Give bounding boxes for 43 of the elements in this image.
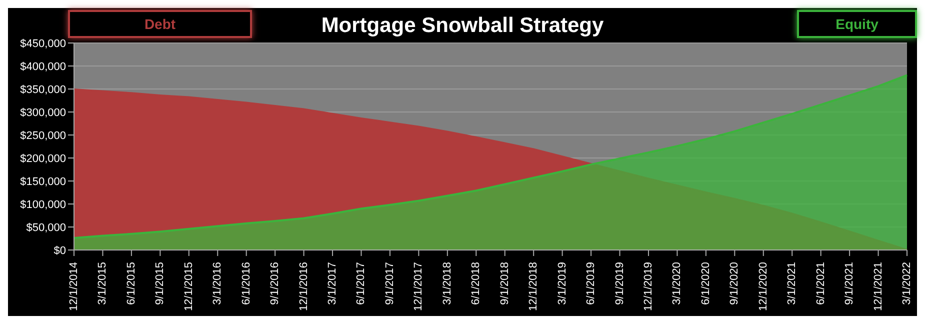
text: Debt (68, 10, 252, 38)
y-tick-label: $450,000 (20, 38, 66, 50)
x-tick-label: 6/1/2018 (470, 262, 482, 305)
x-tick-label: 9/1/2019 (614, 262, 626, 305)
x-tick-label: 3/1/2017 (326, 262, 339, 305)
y-tick-label: $50,000 (26, 222, 66, 234)
x-tick-label: 12/1/2021 (872, 262, 884, 311)
chart-title: Mortgage Snowball Strategy (321, 14, 604, 37)
x-tick-label: 9/1/2015 (154, 262, 166, 305)
x-tick-label: 3/1/2020 (671, 262, 684, 305)
x-tick-label: 3/1/2019 (556, 262, 568, 305)
x-tick-label: 12/1/2019 (642, 262, 654, 311)
x-tick-label: 3/1/2021 (786, 262, 798, 305)
y-tick-label: $400,000 (20, 60, 66, 73)
x-tick-label: 9/1/2018 (498, 262, 511, 305)
y-tick-label: $0 (54, 244, 66, 257)
x-tick-label: 6/1/2020 (700, 262, 712, 305)
x-tick-label: 9/1/2020 (728, 262, 741, 305)
x-tick-label: 9/1/2021 (844, 262, 856, 305)
x-tick-label: 9/1/2016 (269, 262, 282, 305)
x-tick-label: 3/1/2016 (212, 262, 224, 305)
x-tick-label: 12/1/2016 (298, 262, 310, 311)
x-tick-label: 6/1/2017 (355, 262, 368, 305)
y-tick-label: $150,000 (20, 176, 66, 188)
x-tick-label: 12/1/2017 (412, 262, 425, 311)
y-tick-label: $200,000 (20, 152, 66, 165)
x-tick-label: 12/1/2020 (757, 262, 770, 311)
x-tick-label: 9/1/2017 (384, 262, 396, 305)
x-tick-label: 12/1/2018 (528, 262, 540, 311)
x-tick-label: 6/1/2021 (814, 262, 827, 305)
x-tick-label: 6/1/2019 (585, 262, 598, 305)
x-tick-label: 12/1/2015 (182, 262, 195, 311)
x-tick-label: 12/1/2014 (68, 262, 80, 311)
x-tick-label: 3/1/2018 (441, 262, 454, 305)
x-tick-label: 6/1/2015 (125, 262, 138, 305)
text: Equity (797, 10, 917, 38)
y-tick-label: $300,000 (20, 106, 66, 119)
x-tick-label: 6/1/2016 (240, 262, 252, 305)
x-tick-label: 3/1/2022 (901, 262, 913, 305)
y-tick-label: $100,000 (20, 198, 66, 211)
y-tick-label: $350,000 (20, 84, 66, 96)
y-tick-label: $250,000 (20, 130, 66, 142)
x-tick-label: 3/1/2015 (96, 262, 109, 305)
